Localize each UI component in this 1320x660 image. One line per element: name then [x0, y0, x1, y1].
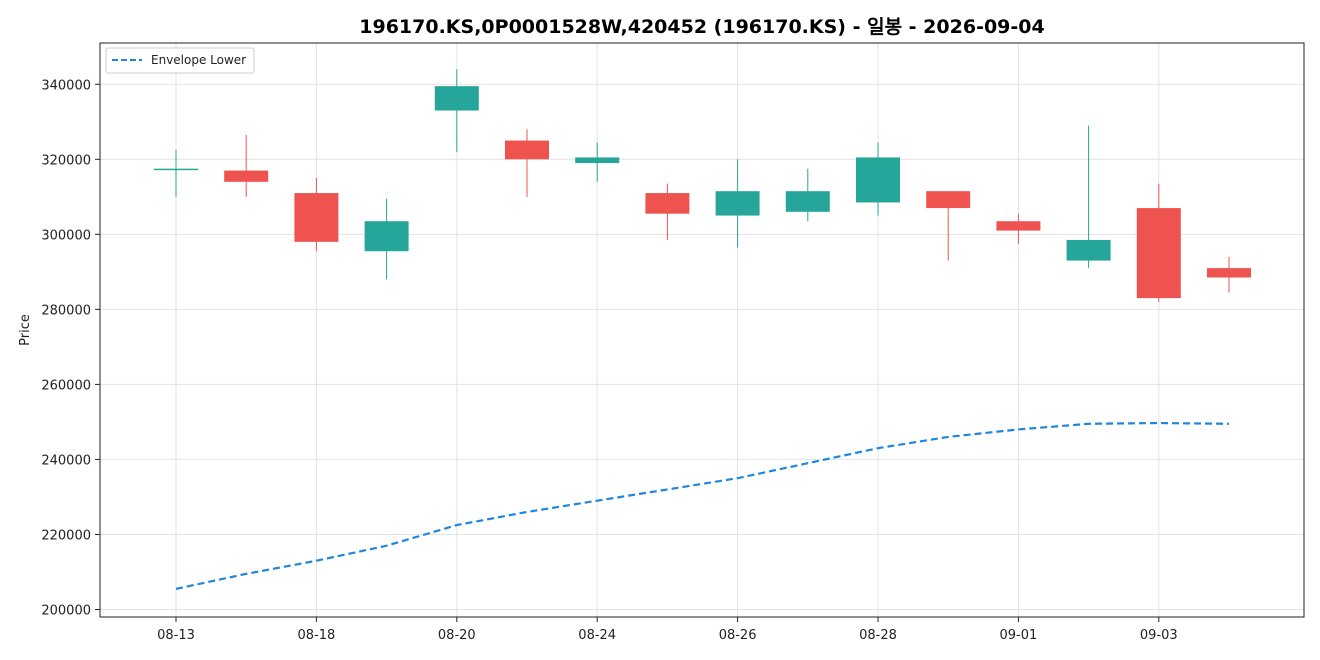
y-tick-label: 280000	[41, 303, 91, 318]
candle-layer	[154, 69, 1251, 302]
axis-layer: 200000 220000 240000 260000 280000 300000 3200…	[41, 78, 1177, 643]
candle-body	[434, 86, 479, 111]
legend-box	[105, 47, 255, 74]
x-tick-label: 08-26	[719, 628, 757, 643]
candle-08-20	[434, 69, 479, 152]
chart-title: 196170.KS,0P0001528W,420452 (196170.KS) …	[359, 16, 1044, 38]
candle-body	[154, 168, 198, 171]
y-tick-label: 200000	[41, 603, 91, 618]
candle-08-24	[575, 142, 620, 182]
candle-08-26	[715, 159, 760, 248]
candle-body	[575, 157, 620, 164]
x-tick-label: 08-20	[438, 628, 476, 643]
candle-08-18	[294, 178, 339, 252]
candle-09-04	[1207, 256, 1251, 293]
candle-body	[364, 221, 409, 252]
candle-body	[224, 170, 269, 182]
legend-label-envelope-lower: Envelope Lower	[151, 53, 246, 67]
y-tick-label: 260000	[41, 378, 91, 393]
candle-body	[715, 191, 760, 216]
x-tick-label: 08-13	[157, 628, 195, 643]
x-tick-label: 08-28	[859, 628, 897, 643]
candle-09-01	[996, 213, 1041, 244]
legend: Envelope Lower	[105, 47, 255, 74]
candle-body	[926, 191, 971, 209]
grid-layer	[100, 43, 1304, 617]
y-tick-label: 220000	[41, 528, 91, 543]
y-tick-label: 240000	[41, 453, 91, 468]
x-tick-label: 08-24	[578, 628, 616, 643]
candle-08-21	[505, 129, 549, 197]
x-tick-label: 08-18	[298, 628, 336, 643]
candle-body	[996, 221, 1041, 231]
candle-08-19	[364, 198, 409, 280]
candle-body	[505, 140, 549, 160]
y-axis-label: Price	[18, 314, 33, 346]
candle-body	[645, 193, 690, 214]
x-tick-label: 09-01	[1000, 628, 1038, 643]
candle-body	[1136, 208, 1181, 299]
x-tick-label: 09-03	[1140, 628, 1178, 643]
candle-08-25	[645, 183, 690, 240]
candle-body	[785, 191, 830, 212]
candle-body	[1207, 268, 1251, 278]
candle-body	[1066, 239, 1111, 261]
y-tick-label: 320000	[41, 153, 91, 168]
series-line-envelope-lower	[175, 421, 1230, 590]
line-layer	[175, 421, 1230, 590]
candle-body	[294, 193, 339, 242]
y-tick-label: 300000	[41, 228, 91, 243]
candle-09-02	[1066, 125, 1111, 269]
y-tick-label: 340000	[41, 78, 91, 93]
candle-08-14	[224, 134, 269, 197]
candle-08-31	[926, 191, 971, 261]
candle-08-13	[154, 149, 198, 197]
plot-frame	[99, 42, 1305, 618]
candle-09-03	[1136, 183, 1181, 302]
candle-08-28	[856, 142, 900, 216]
candle-body	[856, 157, 900, 203]
candle-08-27	[785, 168, 830, 222]
